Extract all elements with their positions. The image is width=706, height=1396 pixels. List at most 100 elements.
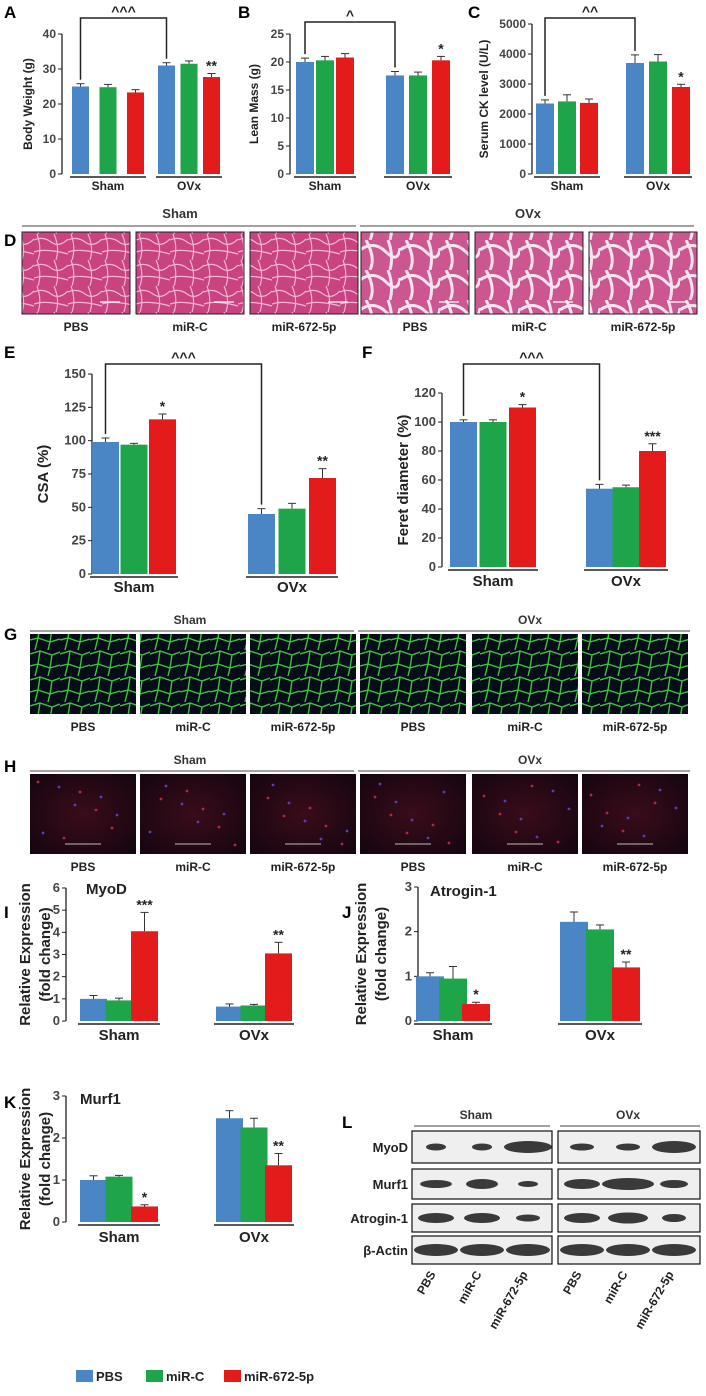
bracket-label: ^^^ — [171, 349, 196, 365]
y-tick-label: 15 — [271, 83, 285, 97]
if-micrograph — [30, 634, 136, 714]
fluor-dot — [658, 788, 662, 792]
fluor-dot — [73, 803, 77, 807]
chart-title: MyoD — [86, 881, 127, 898]
significance-mark: ** — [273, 1138, 284, 1154]
bar — [80, 1180, 107, 1222]
y-tick-label: 1 — [53, 1172, 60, 1187]
bar — [450, 422, 477, 567]
significance-mark: *** — [644, 428, 661, 444]
bar — [99, 87, 117, 174]
blot-band — [616, 1143, 640, 1151]
blot-lane-label: miR-C — [455, 1268, 485, 1306]
y-tick-label: 3000 — [499, 77, 526, 91]
legend-swatch — [146, 1370, 163, 1382]
y-tick-label: 3 — [53, 1088, 60, 1103]
y-axis-label: Body Weight (g) — [21, 58, 35, 150]
blot-band — [606, 1244, 650, 1256]
y-tick-label: 2 — [405, 924, 412, 939]
bar — [105, 1000, 133, 1021]
y-tick-label: 4000 — [499, 47, 526, 61]
panel-label-e: E — [4, 343, 15, 362]
fluor-dot — [115, 813, 119, 817]
blot-row-label: MyoD — [373, 1140, 408, 1155]
blot-band — [570, 1143, 594, 1151]
y-axis-label: Serum CK level (U/L) — [477, 40, 491, 159]
significance-mark: ** — [317, 453, 328, 469]
significance-mark: ** — [273, 926, 284, 942]
bar — [586, 488, 613, 567]
he-micrograph — [249, 231, 359, 315]
fluor-image-label: PBS — [401, 860, 426, 874]
fluor-image-label: miR-672-5p — [603, 860, 668, 874]
y-tick-label: 100 — [64, 433, 86, 448]
bar — [639, 451, 666, 567]
fluor-image-label: PBS — [71, 860, 96, 874]
fluor-dot — [319, 837, 323, 841]
category-label: Sham — [99, 1229, 140, 1246]
fluor-image-label: miR-C — [175, 860, 211, 874]
y-tick-label: 20 — [271, 55, 285, 69]
h-header-sham: Sham — [174, 753, 207, 767]
blot-band — [560, 1244, 604, 1256]
comparison-bracket — [79, 17, 168, 80]
blot-band — [472, 1143, 492, 1151]
y-tick-label: 125 — [64, 399, 86, 414]
y-tick-label: 3 — [405, 879, 412, 894]
significance-mark: * — [473, 986, 479, 1002]
blot-band — [564, 1179, 600, 1189]
h-header-ovx: OVx — [518, 753, 542, 767]
blot-band — [602, 1178, 654, 1190]
bar — [296, 62, 314, 174]
category-label: OVx — [239, 1229, 270, 1246]
bar — [240, 1005, 268, 1021]
if-micrograph — [360, 634, 466, 714]
if-micrograph — [140, 634, 246, 714]
fluor-dot — [41, 831, 45, 835]
fluor-dot — [99, 795, 103, 799]
y-tick-label: 0 — [53, 1214, 60, 1229]
he-image-label: PBS — [403, 320, 428, 334]
fluor-dot — [222, 812, 226, 816]
bar — [105, 1176, 133, 1222]
bar — [248, 514, 275, 574]
fluor-dot — [405, 831, 409, 835]
y-tick-label: 0 — [53, 1013, 60, 1028]
fluor-dot — [266, 796, 270, 800]
y-tick-label: 0 — [429, 559, 436, 574]
y-tick-label: 0 — [519, 167, 526, 181]
y-tick-label: 1000 — [499, 137, 526, 151]
fluor-dot — [426, 836, 430, 840]
fluor-dot — [674, 806, 678, 810]
fluor-dot — [567, 807, 571, 811]
fluor-micrograph — [30, 774, 136, 854]
category-label: Sham — [92, 179, 125, 193]
fluor-dot — [201, 807, 205, 811]
y-tick-label: 10 — [43, 132, 57, 146]
bar — [409, 75, 427, 174]
fluor-dot — [442, 790, 446, 794]
category-label: OVx — [406, 179, 430, 193]
category-label: Sham — [309, 179, 342, 193]
he-image-label: miR-C — [172, 320, 208, 334]
bar — [265, 1165, 292, 1222]
blot-band — [516, 1214, 540, 1222]
fluor-micrograph — [360, 774, 466, 854]
he-image-label: miR-672-5p — [272, 320, 337, 334]
bracket-label: ^^^ — [111, 3, 136, 19]
if-image-label: PBS — [71, 720, 96, 734]
bar — [586, 929, 614, 1021]
y-tick-label: 0 — [405, 1013, 412, 1028]
he-micrograph — [21, 231, 131, 315]
category-label: OVx — [611, 573, 642, 590]
panel-g-if-images: Sham OVx PBS miR-C miR-672-5p PBS miR-C miR-6… — [30, 613, 690, 734]
legend-label: miR-C — [166, 1369, 205, 1384]
significance-mark: ** — [206, 58, 217, 74]
chart-title: Atrogin-1 — [430, 883, 497, 900]
blot-band — [504, 1141, 552, 1153]
fluor-dot — [653, 801, 657, 805]
legend-swatch — [76, 1370, 93, 1382]
blot-band — [414, 1244, 458, 1256]
blot-band — [652, 1141, 696, 1153]
if-image-label: miR-672-5p — [271, 720, 336, 734]
